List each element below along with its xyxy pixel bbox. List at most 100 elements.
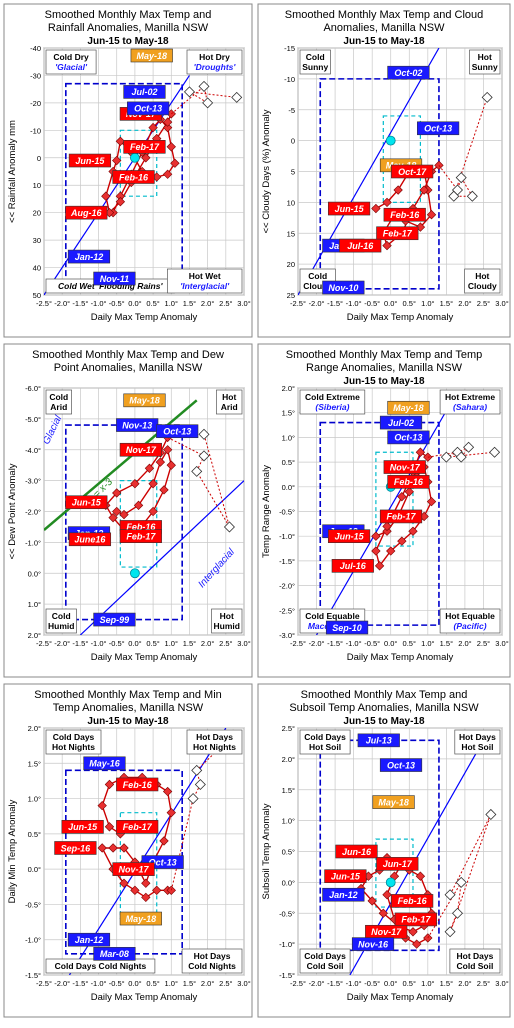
data-point — [404, 487, 414, 497]
data-point — [112, 488, 122, 498]
inner-range-box — [119, 129, 158, 197]
data-point — [115, 197, 126, 207]
data-point — [166, 142, 176, 152]
date-label: Sep-16 — [54, 841, 97, 855]
y-tick-label: 25 — [287, 291, 295, 300]
data-point — [426, 496, 437, 507]
quadrant-text: Cold Dry — [53, 52, 89, 62]
date-label-text: Sep-16 — [61, 843, 92, 853]
x-tick-label: 2.5° — [219, 299, 232, 308]
y-tick-label: -3.0° — [25, 477, 41, 486]
y-tick-label: 0.0° — [28, 569, 41, 578]
y-tick-label: 30 — [33, 236, 41, 245]
data-point — [170, 158, 180, 168]
open-point — [194, 778, 206, 790]
date-label-text: Feb-17 — [383, 229, 413, 239]
date-label-text: Feb-16 — [119, 172, 149, 182]
data-point — [141, 878, 151, 888]
quadrant-box — [299, 948, 351, 974]
x-tick-label: 2.0° — [458, 639, 471, 648]
date-label-box — [123, 393, 166, 408]
quadrant-text: Hot Days — [196, 732, 233, 742]
date-label-box — [394, 912, 437, 927]
date-label-box — [83, 756, 126, 771]
open-point — [455, 876, 467, 888]
quadrant-box — [45, 608, 77, 634]
date-label: Nov-17 — [383, 460, 426, 474]
data-point — [119, 843, 129, 853]
x-tick-label: -0.5° — [364, 639, 380, 648]
data-point — [108, 843, 118, 853]
date-label-box — [112, 170, 155, 184]
data-point — [159, 836, 169, 846]
open-point — [455, 451, 467, 463]
y-tick-label: 10 — [287, 198, 295, 207]
x-tick-label: 0.5° — [403, 299, 416, 308]
quadrant-text: Cloudy — [303, 281, 332, 291]
y-tick-label: -20 — [30, 99, 41, 108]
data-point — [112, 155, 122, 166]
date-label-text: Jun-15 — [335, 532, 365, 542]
quadrant-text: Hot — [220, 611, 234, 621]
y-tick-label: -0.5° — [279, 909, 295, 918]
open-point — [481, 91, 493, 103]
data-point — [415, 447, 426, 457]
y-tick-label: 2.5° — [282, 724, 295, 733]
date-label: Oct-13 — [387, 430, 430, 445]
quadrant-text: Hot Soil — [309, 742, 341, 752]
x-tick-label: 0.0° — [384, 639, 397, 648]
x-tick-label: 2.5° — [219, 979, 232, 988]
date-label: Jul-02 — [379, 415, 423, 430]
date-label-box — [327, 529, 371, 544]
y-tick-label: 20 — [33, 209, 41, 218]
chart-title-line: Smoothed Monthly Max Temp and Dew — [32, 349, 224, 361]
data-point — [162, 117, 173, 127]
date-label: Nov-17 — [119, 442, 162, 457]
date-label-box — [68, 153, 112, 168]
trend-line — [79, 480, 244, 635]
date-label: Jun-15 — [61, 819, 104, 834]
y-tick-label: -30 — [30, 71, 41, 80]
date-label-text: June16 — [74, 535, 106, 545]
data-point — [397, 492, 407, 502]
quadrant-text: 'Interglacial' — [180, 281, 230, 291]
data-point — [382, 521, 392, 531]
open-point — [455, 172, 467, 184]
chart-title-line: Smoothed Monthly Max Temp and Cloud — [285, 9, 484, 21]
date-label-box — [123, 140, 166, 154]
quadrant-text: Cold Soil — [307, 961, 344, 971]
quadrant-box — [45, 729, 102, 755]
origin-dot — [130, 568, 140, 579]
data-point — [382, 890, 392, 900]
y-tick-label: -3.0° — [279, 631, 295, 640]
projection-trail — [427, 814, 492, 939]
chart-subtitle: Jun-15 to May-18 — [343, 716, 425, 727]
x-tick-label: 0.0° — [384, 299, 397, 308]
date-label-text: Oct-13 — [163, 427, 191, 437]
data-point — [115, 191, 126, 201]
x-tick-label: 3.0° — [237, 299, 250, 308]
date-label: Feb-17 — [119, 529, 162, 544]
x-tick-label: 2.5° — [477, 979, 490, 988]
quadrant-text: Cold Days — [304, 732, 346, 742]
quadrant-text: Cold Extreme — [305, 392, 360, 402]
y-tick-label: -1.5° — [279, 557, 295, 566]
y-axis-label: Daily Min Temp Anomaly — [7, 799, 18, 903]
date-label-text: Aug-16 — [70, 208, 102, 218]
date-label-box — [93, 612, 136, 627]
y-tick-label: 0.0° — [28, 865, 41, 874]
date-label: Feb-16 — [112, 170, 155, 184]
x-tick-label: 3.0° — [495, 299, 508, 308]
date-label-box — [379, 758, 423, 772]
quadrant-text: Cold — [306, 52, 325, 62]
inner-range-box — [375, 838, 414, 908]
quadrant-text: Humid — [48, 621, 74, 631]
x-tick-label: -2.5° — [36, 639, 52, 648]
date-label: Oct-13 — [379, 758, 423, 772]
date-label-text: Jul-16 — [347, 241, 374, 251]
